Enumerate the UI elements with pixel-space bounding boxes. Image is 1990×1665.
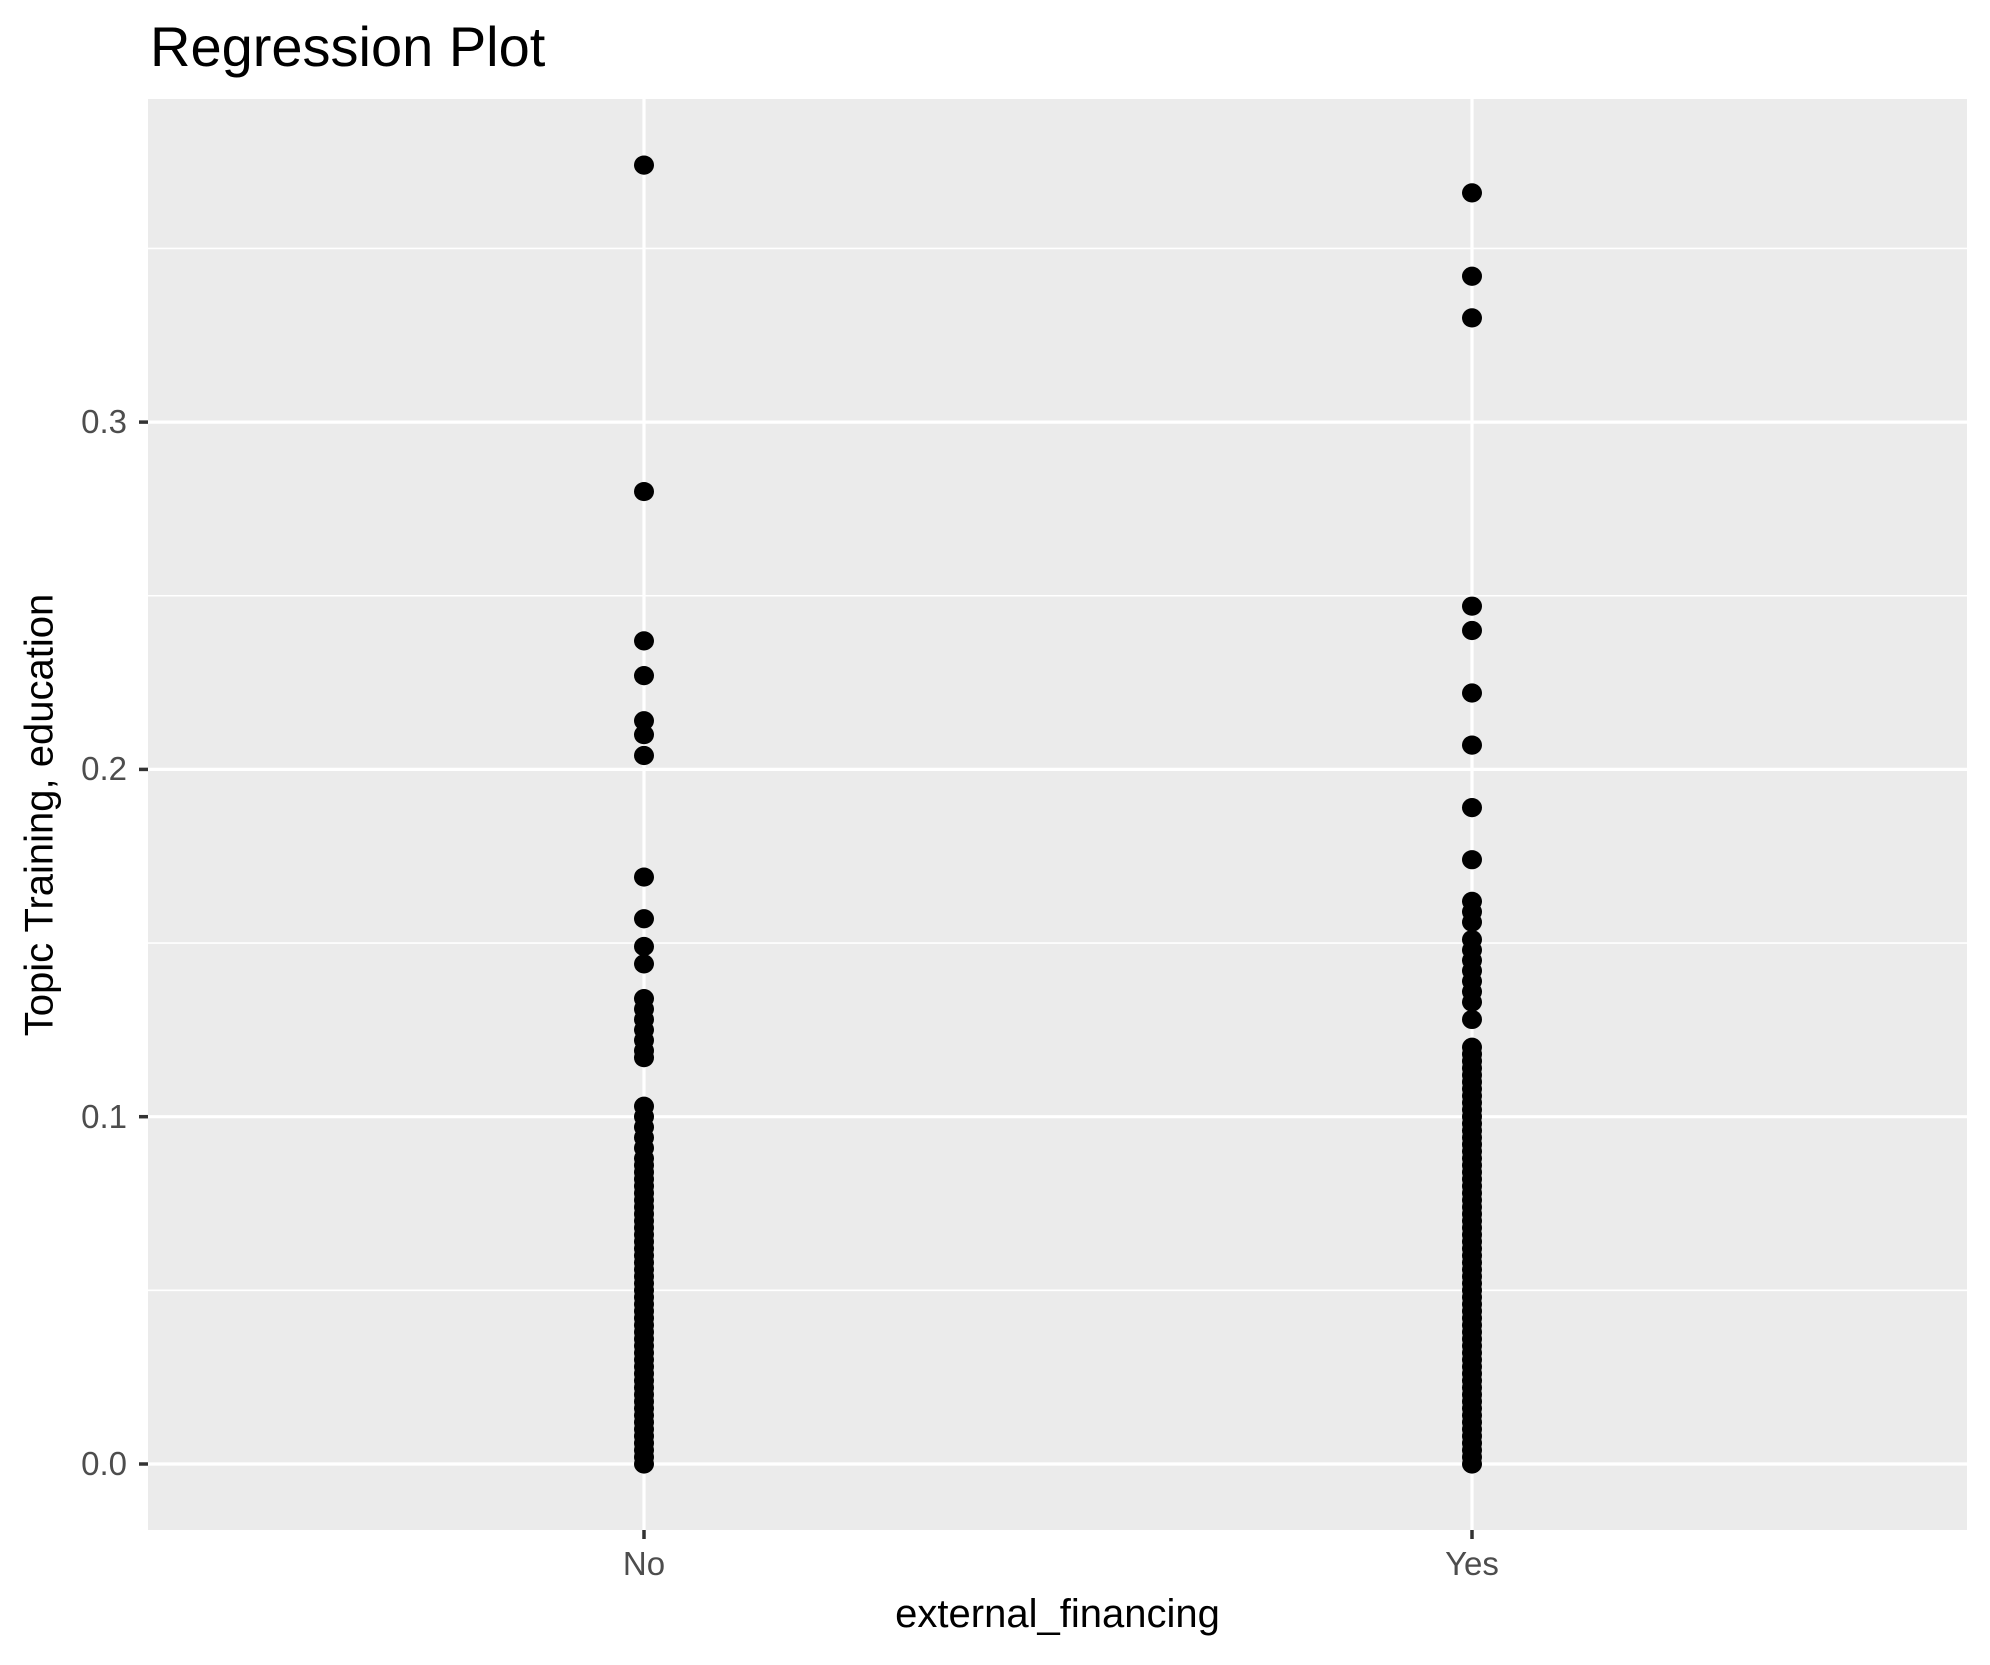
data-point xyxy=(1462,596,1482,616)
x-tick-label: No xyxy=(622,1545,666,1582)
data-point xyxy=(634,909,654,929)
chart-title: Regression Plot xyxy=(150,15,546,78)
data-point xyxy=(634,631,654,651)
data-point xyxy=(634,666,654,686)
data-point xyxy=(1462,183,1482,203)
data-point xyxy=(1462,798,1482,818)
data-point xyxy=(634,936,654,957)
y-axis-title: Topic Training, education xyxy=(17,593,62,1037)
y-tick-label: 0.2 xyxy=(81,750,127,788)
data-point xyxy=(634,711,654,731)
data-point xyxy=(634,954,654,974)
data-point xyxy=(1462,992,1482,1012)
data-point xyxy=(634,155,654,175)
data-point xyxy=(634,725,654,745)
data-point xyxy=(634,1454,654,1474)
x-tick-label: Yes xyxy=(1445,1545,1499,1582)
y-tick-label: 0.3 xyxy=(81,403,127,441)
y-tick-label: 0.0 xyxy=(81,1445,127,1482)
data-point xyxy=(1462,308,1482,328)
data-point xyxy=(634,745,654,766)
data-point xyxy=(1462,1009,1482,1030)
data-point xyxy=(634,481,654,502)
data-point xyxy=(1462,266,1482,286)
data-point xyxy=(1462,620,1482,641)
data-point xyxy=(1462,850,1482,870)
plot-panel xyxy=(148,99,1967,1530)
data-point xyxy=(1462,683,1482,703)
x-axis-title: external_financing xyxy=(895,1592,1220,1636)
data-point xyxy=(1462,1454,1482,1474)
data-point xyxy=(634,1048,654,1068)
data-point xyxy=(634,867,654,887)
y-tick-label: 0.1 xyxy=(81,1097,127,1135)
data-point xyxy=(1462,912,1482,932)
data-point xyxy=(1462,735,1482,755)
